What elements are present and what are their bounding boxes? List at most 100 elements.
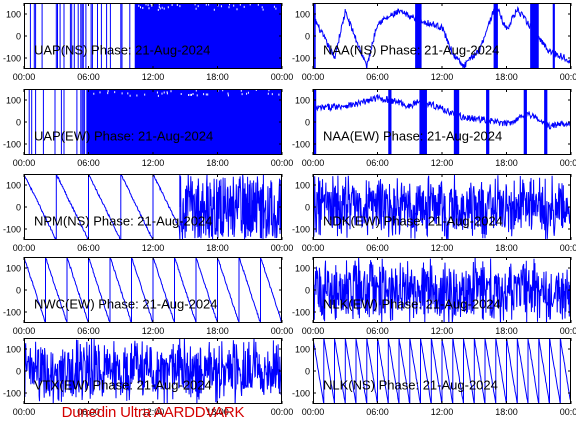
y-tick-label: -100 [3, 140, 21, 150]
y-tick-label: 0 [305, 367, 310, 377]
x-tick-label: 06:00 [77, 158, 100, 168]
x-tick-label: 18:00 [206, 158, 229, 168]
x-tick-label: 00:00 [560, 407, 576, 417]
y-tick-label: 100 [6, 181, 21, 191]
panel-10: -100 0 100 00:00 06:00 12:00 18:00 00:00 NLK(NS)… [292, 338, 576, 417]
y-tick-label: 0 [305, 286, 310, 296]
x-tick-label: 00:00 [13, 407, 36, 417]
plot-area [29, 3, 282, 69]
panel-title: NDK(EW) Phase: 21-Aug-2024 [323, 213, 503, 228]
x-tick-label: 18:00 [495, 243, 518, 253]
x-tick-label: 06:00 [77, 326, 100, 336]
x-tick-label: 00:00 [271, 243, 294, 253]
y-tick-label: -100 [292, 308, 310, 318]
y-tick-label: 0 [16, 32, 21, 42]
panel-4: -100 0 100 00:00 06:00 12:00 18:00 00:00 NAA(EW)… [292, 89, 576, 168]
y-tick-label: -100 [292, 140, 310, 150]
trace-gaps [138, 3, 277, 11]
trace-noisy [179, 174, 282, 240]
panel-title: NAA(NS) Phase: 21-Aug-2024 [323, 42, 499, 57]
saturated-band-7 [544, 89, 548, 155]
panel-7: -100 0 100 00:00 06:00 12:00 18:00 00:00 NWC(EW)… [3, 257, 294, 336]
y-tick-label: 0 [305, 118, 310, 128]
saturated-band-5 [552, 3, 555, 69]
x-tick-label: 12:00 [431, 407, 454, 417]
x-tick-label: 00:00 [560, 72, 576, 82]
x-tick-label: 00:00 [13, 243, 36, 253]
saturated-trace [86, 89, 282, 155]
x-tick-label: 18:00 [495, 158, 518, 168]
y-tick-label: 0 [16, 367, 21, 377]
footer-credit: Dunedin Ultra AARDDVARK [61, 404, 245, 421]
x-tick-label: 00:00 [302, 158, 325, 168]
trace [313, 3, 571, 69]
x-tick-label: 18:00 [206, 72, 229, 82]
y-tick-label: 100 [295, 181, 310, 191]
x-tick-label: 00:00 [560, 158, 576, 168]
trace [313, 174, 571, 240]
y-tick-label: -100 [3, 225, 21, 235]
y-tick-label: 100 [295, 96, 310, 106]
saturated-band-2 [415, 3, 422, 69]
x-tick-label: 06:00 [77, 72, 100, 82]
x-tick-label: 18:00 [495, 326, 518, 336]
x-tick-label: 12:00 [142, 326, 165, 336]
panel-title: NLK(EW) Phase: 21-Aug-2024 [323, 296, 501, 311]
plot-area [313, 174, 571, 240]
x-tick-label: 00:00 [271, 326, 294, 336]
x-tick-label: 18:00 [495, 72, 518, 82]
trace [313, 93, 571, 130]
saturated-band-4 [530, 3, 539, 69]
panel-5: -100 0 100 00:00 06:00 12:00 18:00 00:00 NPM(NS)… [3, 174, 294, 253]
x-tick-label: 00:00 [13, 158, 36, 168]
y-tick-label: 100 [295, 10, 310, 20]
x-tick-label: 18:00 [206, 326, 229, 336]
panel-2: -100 0 100 00:00 06:00 12:00 18:00 00:00 NAA(NS)… [292, 3, 576, 82]
x-tick-label: 12:00 [431, 243, 454, 253]
y-tick-label: -100 [292, 389, 310, 399]
x-tick-label: 00:00 [13, 326, 36, 336]
x-tick-label: 00:00 [302, 243, 325, 253]
panel-3: -100 0 100 00:00 06:00 12:00 18:00 00:00 UAP(EW)… [3, 89, 293, 168]
plot-area [28, 89, 282, 155]
x-tick-label: 12:00 [142, 158, 165, 168]
x-tick-label: 12:00 [142, 407, 165, 417]
saturated-band-2 [388, 89, 392, 155]
x-tick-label: 00:00 [302, 407, 325, 417]
x-tick-label: 06:00 [77, 243, 100, 253]
y-tick-label: 0 [16, 203, 21, 213]
plot-area [313, 338, 571, 404]
saturated-trace [134, 3, 282, 69]
trace-gaps [93, 89, 280, 97]
y-tick-label: 0 [305, 32, 310, 42]
x-tick-label: 18:00 [206, 407, 229, 417]
x-tick-label: 06:00 [366, 158, 389, 168]
panel-8: -100 0 100 00:00 06:00 12:00 18:00 00:00 NLK(EW)… [292, 257, 576, 336]
y-tick-label: 100 [6, 96, 21, 106]
plot-area [313, 89, 571, 155]
y-tick-label: 0 [16, 286, 21, 296]
panel-1: -100 0 100 00:00 06:00 12:00 18:00 00:00 UAP(NS)… [3, 3, 293, 82]
y-tick-label: -100 [3, 308, 21, 318]
panel-title: UAP(EW) Phase: 21-Aug-2024 [34, 128, 213, 143]
plot-area [313, 3, 571, 69]
trace-segments [29, 3, 131, 69]
y-tick-label: 100 [6, 10, 21, 20]
y-tick-label: 100 [295, 345, 310, 355]
trace-segments [28, 89, 86, 155]
x-tick-label: 18:00 [495, 407, 518, 417]
x-tick-label: 00:00 [271, 158, 294, 168]
plot-area [24, 338, 282, 404]
x-tick-label: 12:00 [431, 326, 454, 336]
y-tick-label: -100 [3, 54, 21, 64]
axes-frame [313, 89, 571, 155]
saturated-band-6 [523, 89, 527, 155]
panel-9: -100 0 100 00:00 06:00 12:00 18:00 00:00 VTX(EW)… [3, 338, 293, 417]
trace [24, 174, 181, 240]
y-tick-label: -100 [292, 225, 310, 235]
x-tick-label: 00:00 [271, 72, 294, 82]
x-tick-label: 06:00 [366, 243, 389, 253]
saturated-band-3 [419, 89, 427, 155]
x-tick-label: 00:00 [560, 326, 576, 336]
